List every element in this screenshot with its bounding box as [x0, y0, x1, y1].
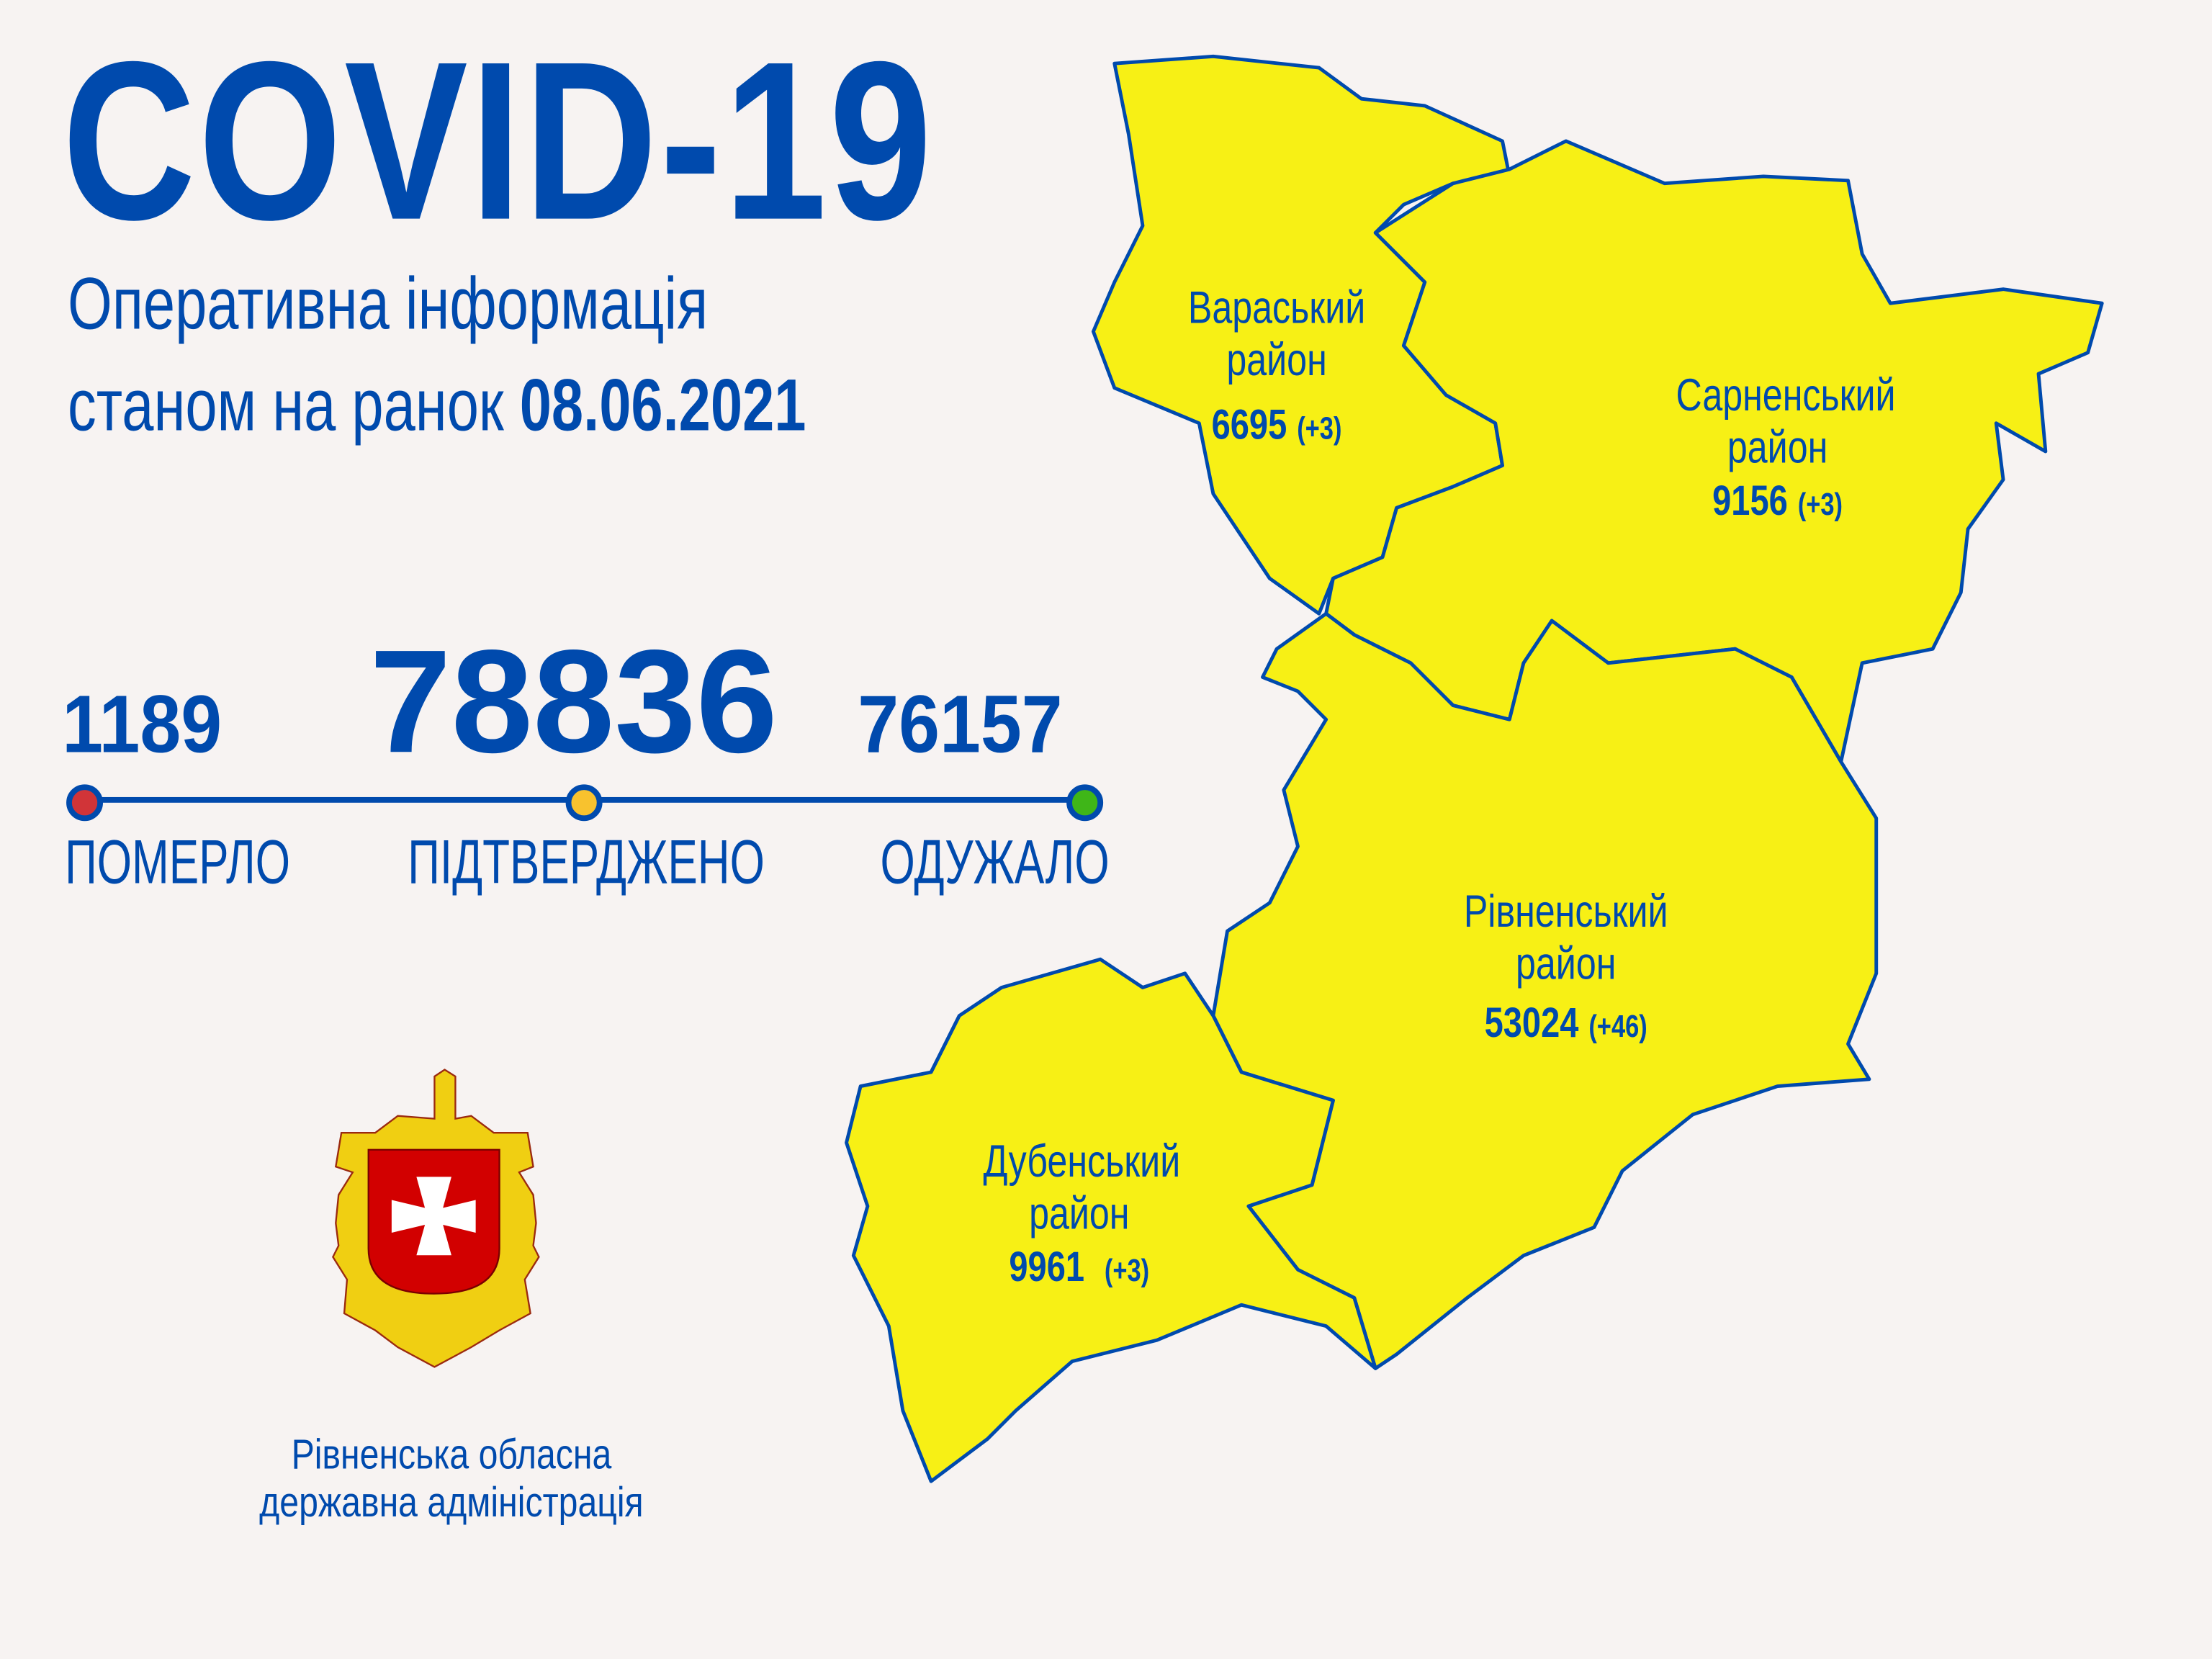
deaths-value: 1189 [62, 678, 222, 770]
confirmed-dot [565, 784, 603, 822]
district-total: 53024 [1484, 999, 1579, 1046]
district-label-dubenskyi: Дубенський район 9961 (+3) [983, 1136, 1181, 1292]
district-name: Дубенський [983, 1136, 1181, 1187]
district-delta: (+3) [1297, 410, 1342, 446]
district-name-suffix: район [1226, 333, 1327, 385]
confirmed-value: 78836 [369, 621, 778, 785]
page-title: COVID-19 [62, 14, 935, 267]
org-line1: Рівненська обласна [291, 1431, 612, 1479]
recovered-label: ОДУЖАЛО [880, 828, 1110, 898]
district-label-sarnenskyi: Сарненський район 9156 (+3) [1676, 369, 1896, 526]
district-label-rivnenskyi: Рівненський район 53024 (+46) [1453, 886, 1678, 1048]
deaths-label: ПОМЕРЛО [65, 828, 291, 898]
report-date: 08.06.2021 [519, 365, 806, 448]
district-delta: (+46) [1588, 1008, 1647, 1044]
district-delta: (+3) [1104, 1251, 1150, 1287]
district-name-suffix: район [1029, 1187, 1130, 1238]
district-delta: (+3) [1797, 486, 1843, 522]
org-line2: державна адміністрація [259, 1479, 644, 1527]
recovered-dot [1066, 784, 1104, 822]
district-name-suffix: район [1516, 938, 1617, 989]
coat-of-arms-icon [332, 1069, 540, 1368]
map-district-rivnenskyi[interactable] [1211, 611, 1879, 1370]
district-total: 9961 [1009, 1244, 1085, 1290]
confirmed-label: ПІДТВЕРДЖЕНО [408, 828, 765, 898]
district-name: Сарненський [1676, 369, 1896, 421]
subtitle-date-line: станом на ранок 08.06.2021 [68, 369, 806, 443]
deaths-dot [66, 784, 104, 822]
district-total: 9156 [1712, 477, 1788, 525]
map-district-dubenskyi[interactable] [845, 957, 1377, 1483]
district-label-varaskyi: Вараський район 6695 (+3) [1181, 282, 1372, 450]
district-name: Вараський [1187, 282, 1366, 333]
subtitle: Оперативна інформація [68, 264, 709, 346]
recovered-value: 76157 [858, 678, 1063, 770]
district-total: 6695 [1211, 401, 1287, 449]
date-prefix: станом на ранок [68, 365, 504, 448]
district-name: Рівненський [1463, 886, 1668, 937]
organization-name: Рівненська обласна державна адміністраці… [220, 1432, 683, 1527]
district-name-suffix: район [1727, 421, 1828, 472]
